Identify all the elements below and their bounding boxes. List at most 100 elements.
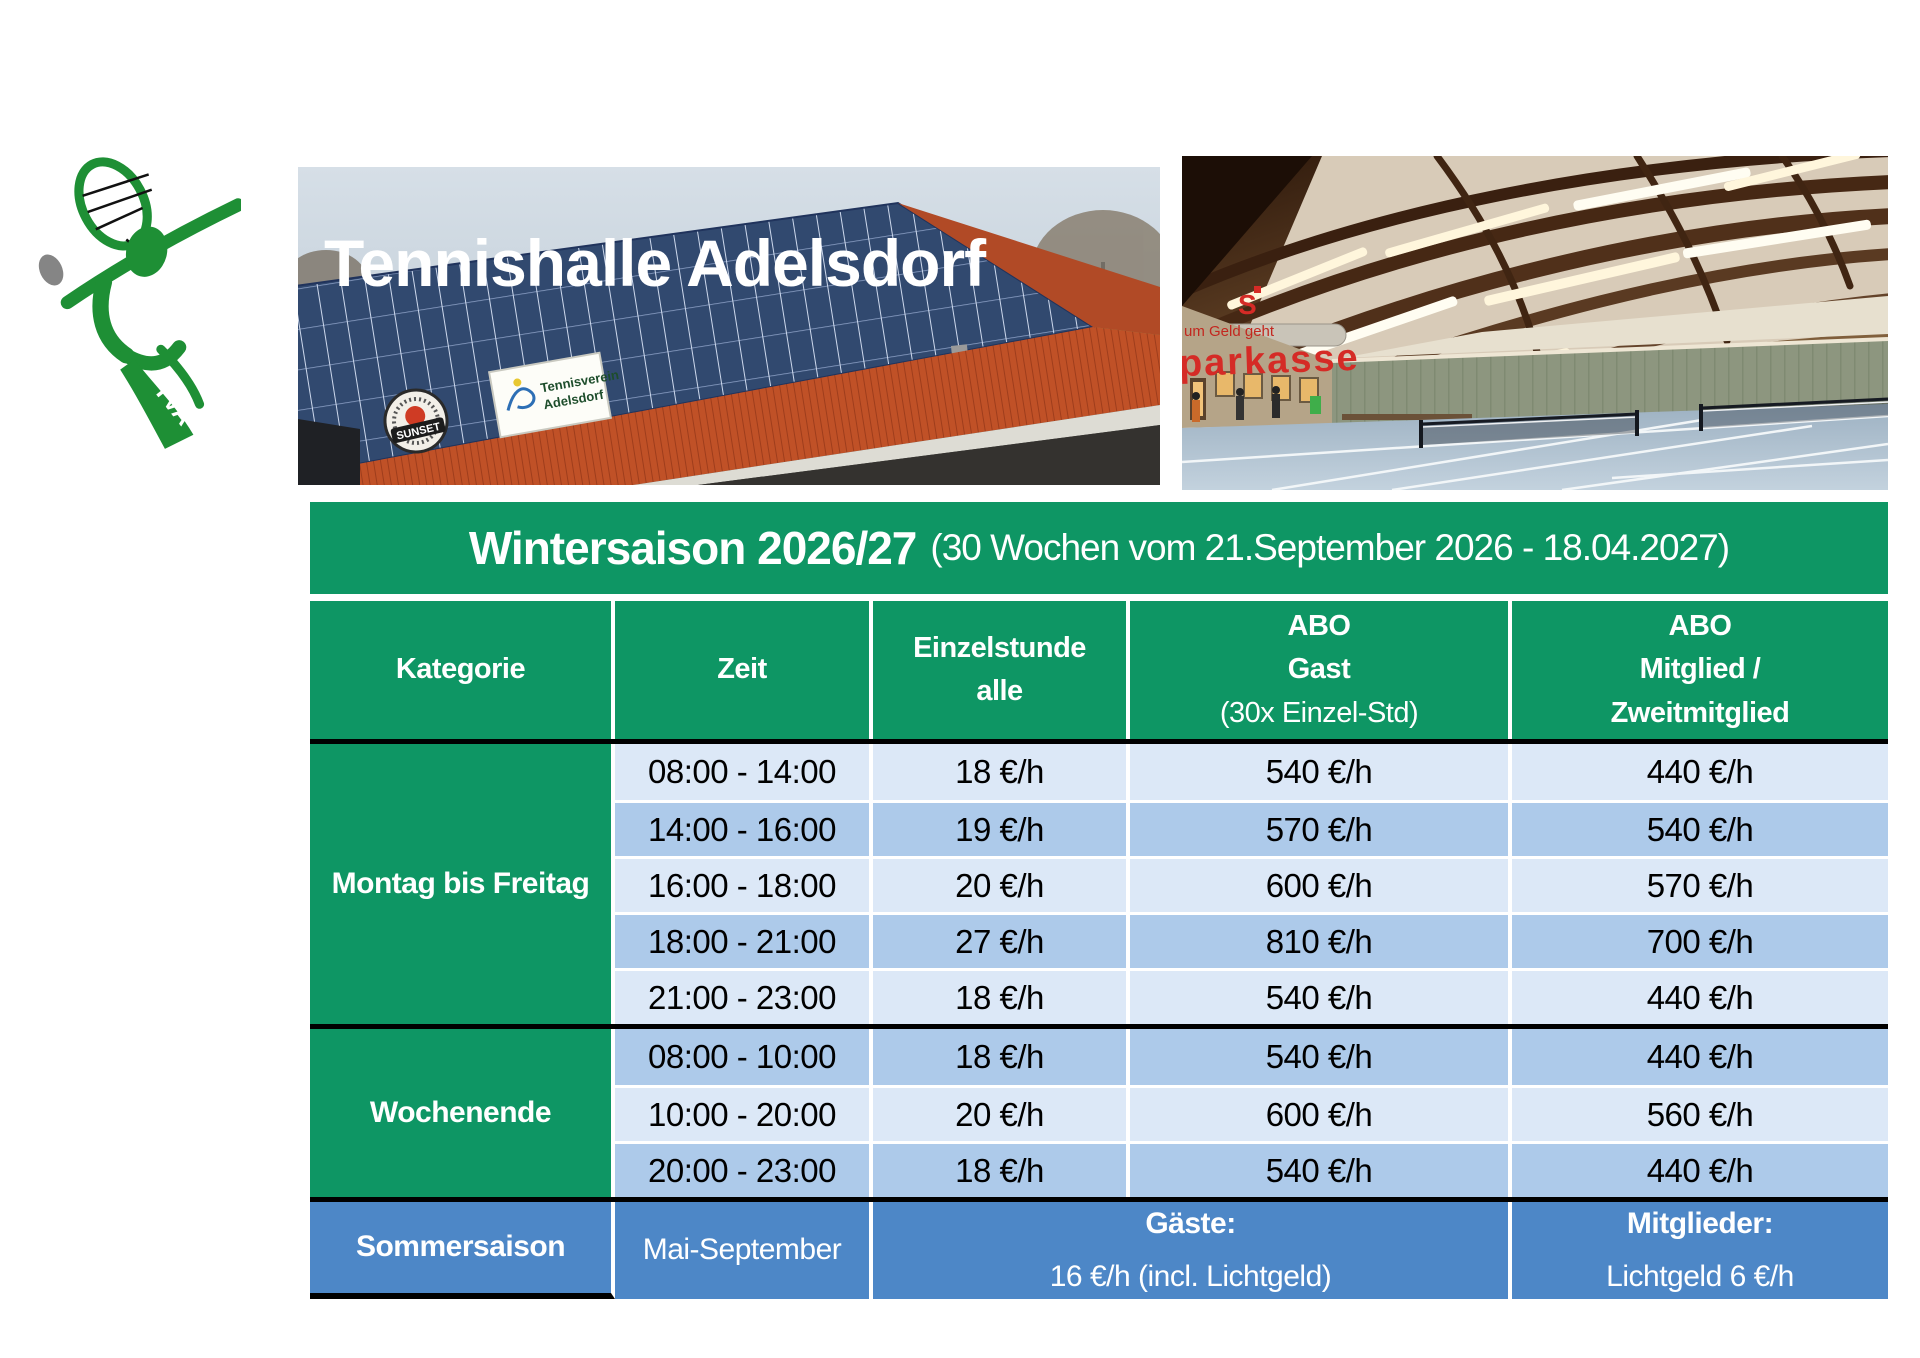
- sparkasse-slogan: um Geld geht: [1184, 323, 1275, 340]
- tennis-player-logo-icon: TVA: [38, 157, 245, 449]
- player-hip: [119, 340, 187, 371]
- season-banner: Wintersaison 2026/27 (30 Wochen vom 21.S…: [310, 502, 1888, 594]
- header-einzelstunde-line2: alle: [976, 675, 1023, 707]
- cell-price: 700 €/h: [1512, 912, 1888, 968]
- cell-time: 18:00 - 21:00: [615, 912, 873, 968]
- cell-price: 540 €/h: [1512, 800, 1888, 856]
- header-abo-gast-line3: (30x Einzel-Std): [1219, 696, 1419, 729]
- cell-price: 440 €/h: [1512, 1029, 1888, 1085]
- corrugated-wall: [298, 327, 1160, 485]
- header-kategorie-label: Kategorie: [395, 653, 526, 686]
- shadow-corner: [298, 419, 360, 485]
- racket-strings: [82, 173, 160, 267]
- cell-time: 21:00 - 23:00: [615, 968, 873, 1024]
- cell-price: 19 €/h: [873, 800, 1130, 856]
- summer-label: Sommersaison: [355, 1230, 566, 1264]
- summer-gaeste-line1: Gäste:: [1145, 1207, 1236, 1240]
- summer-mitglieder-line2: Lichtgeld 6 €/h: [1606, 1259, 1794, 1293]
- cell-price: 540 €/h: [1130, 1141, 1512, 1197]
- outdoor-hall-photo: SUNSET Tennisverein Adelsdorf Tennishall…: [298, 167, 1160, 485]
- header-zeit: Zeit: [615, 601, 873, 739]
- header-abo-mitglied-line1: ABO: [1668, 609, 1732, 642]
- summer-mitglieder-line1: Mitglieder:: [1626, 1207, 1774, 1240]
- cell-price: 18 €/h: [873, 1029, 1130, 1085]
- group-separator: [310, 1024, 1888, 1029]
- cell-price: 600 €/h: [1130, 856, 1512, 912]
- cell-price: 440 €/h: [1512, 744, 1888, 800]
- header-kategorie: Kategorie: [310, 601, 615, 739]
- tennis-ball: [38, 254, 64, 286]
- summer-zeit: Mai-September: [615, 1202, 873, 1299]
- category-weekday: Montag bis Freitag: [310, 744, 615, 1024]
- cell-price: 570 €/h: [1130, 800, 1512, 856]
- tva-club-logo: TVA: [36, 148, 245, 453]
- outdoor-photo-illustration: SUNSET Tennisverein Adelsdorf: [298, 167, 1160, 485]
- header-abo-mitglied: ABO Mitglied / Zweitmitglied: [1512, 601, 1888, 739]
- banner-subtitle: (30 Wochen vom 21.September 2026 - 18.04…: [930, 527, 1730, 568]
- player-head: [125, 226, 168, 277]
- header-abo-gast-line1: ABO: [1287, 609, 1351, 642]
- cell-time: 08:00 - 14:00: [615, 744, 873, 800]
- cell-time: 10:00 - 20:00: [615, 1085, 873, 1141]
- cell-price: 440 €/h: [1512, 968, 1888, 1024]
- category-summer: Sommersaison: [310, 1202, 615, 1299]
- pricing-table: Kategorie Zeit Einzelstunde alle ABO Gas…: [310, 601, 1888, 1299]
- hall-title-overlay: Tennishalle Adelsdorf: [324, 226, 986, 300]
- player-leg-2: [156, 344, 205, 409]
- cell-price: 540 €/h: [1130, 744, 1512, 800]
- cell-time: 20:00 - 23:00: [615, 1141, 873, 1197]
- tennis-nets: [1419, 397, 1888, 448]
- asphalt-front: [698, 425, 1160, 485]
- cell-price: 18 €/h: [873, 968, 1130, 1024]
- cell-price: 540 €/h: [1130, 1029, 1512, 1085]
- sparkasse-wall-text: Sparkasse: [1182, 337, 1360, 386]
- summer-mitglieder: Mitglieder: Lichtgeld 6 €/h: [1512, 1202, 1888, 1299]
- bench: [1342, 414, 1472, 420]
- cell-price: 440 €/h: [1512, 1141, 1888, 1197]
- indoor-courts-photo: S um Geld geht Sparkasse: [1182, 156, 1888, 490]
- sunset-sign: SUNSET: [383, 388, 449, 454]
- summer-gaeste: Gäste: 16 €/h (incl. Lichtgeld): [873, 1202, 1512, 1299]
- curb: [633, 405, 1160, 485]
- header-zeit-label: Zeit: [717, 653, 767, 686]
- curtain-wall: [1332, 339, 1888, 424]
- header-einzelstunde-line1: Einzelstunde: [913, 631, 1086, 664]
- cell-price: 570 €/h: [1512, 856, 1888, 912]
- header-einzelstunde: Einzelstunde alle: [873, 601, 1130, 739]
- people: [1192, 386, 1321, 422]
- club-sign: Tennisverein Adelsdorf: [487, 351, 620, 439]
- group-separator: [310, 739, 1888, 744]
- cell-price: 600 €/h: [1130, 1085, 1512, 1141]
- summer-gaeste-line2: 16 €/h (incl. Lichtgeld): [1049, 1259, 1332, 1293]
- dark-corner: [1182, 156, 1312, 306]
- cell-price: 810 €/h: [1130, 912, 1512, 968]
- player-torso: [92, 274, 135, 364]
- header-abo-mitglied-line3: Zweitmitglied: [1610, 696, 1790, 729]
- cell-price: 27 €/h: [873, 912, 1130, 968]
- clubhouse-wall: [1182, 306, 1332, 428]
- group-separator: [310, 1197, 1888, 1202]
- cell-time: 08:00 - 10:00: [615, 1029, 873, 1085]
- cell-price: 20 €/h: [873, 856, 1130, 912]
- cell-price: 18 €/h: [873, 1141, 1130, 1197]
- header-abo-gast: ABO Gast (30x Einzel-Std): [1130, 601, 1512, 739]
- sparkasse-s-logo-icon: S: [1238, 289, 1257, 320]
- cell-price: 18 €/h: [873, 744, 1130, 800]
- header-abo-mitglied-line2: Mitglied /: [1639, 653, 1761, 686]
- player-leg: [120, 359, 194, 449]
- banner-title: Wintersaison 2026/27: [468, 522, 917, 574]
- court-lines: [1182, 414, 1888, 490]
- cell-time: 16:00 - 18:00: [615, 856, 873, 912]
- indoor-photo-illustration: S um Geld geht Sparkasse: [1182, 156, 1888, 490]
- cell-price: 560 €/h: [1512, 1085, 1888, 1141]
- sparkasse-branding: S um Geld geht Sparkasse: [1182, 286, 1360, 386]
- cell-price: 20 €/h: [873, 1085, 1130, 1141]
- category-weekend: Wochenende: [310, 1029, 615, 1197]
- cell-price: 540 €/h: [1130, 968, 1512, 1024]
- orange-roof: [898, 203, 1160, 335]
- gable-band: [1342, 296, 1888, 358]
- cell-time: 14:00 - 16:00: [615, 800, 873, 856]
- header-abo-gast-line2: Gast: [1287, 653, 1351, 686]
- curtain-rail: [1331, 337, 1888, 363]
